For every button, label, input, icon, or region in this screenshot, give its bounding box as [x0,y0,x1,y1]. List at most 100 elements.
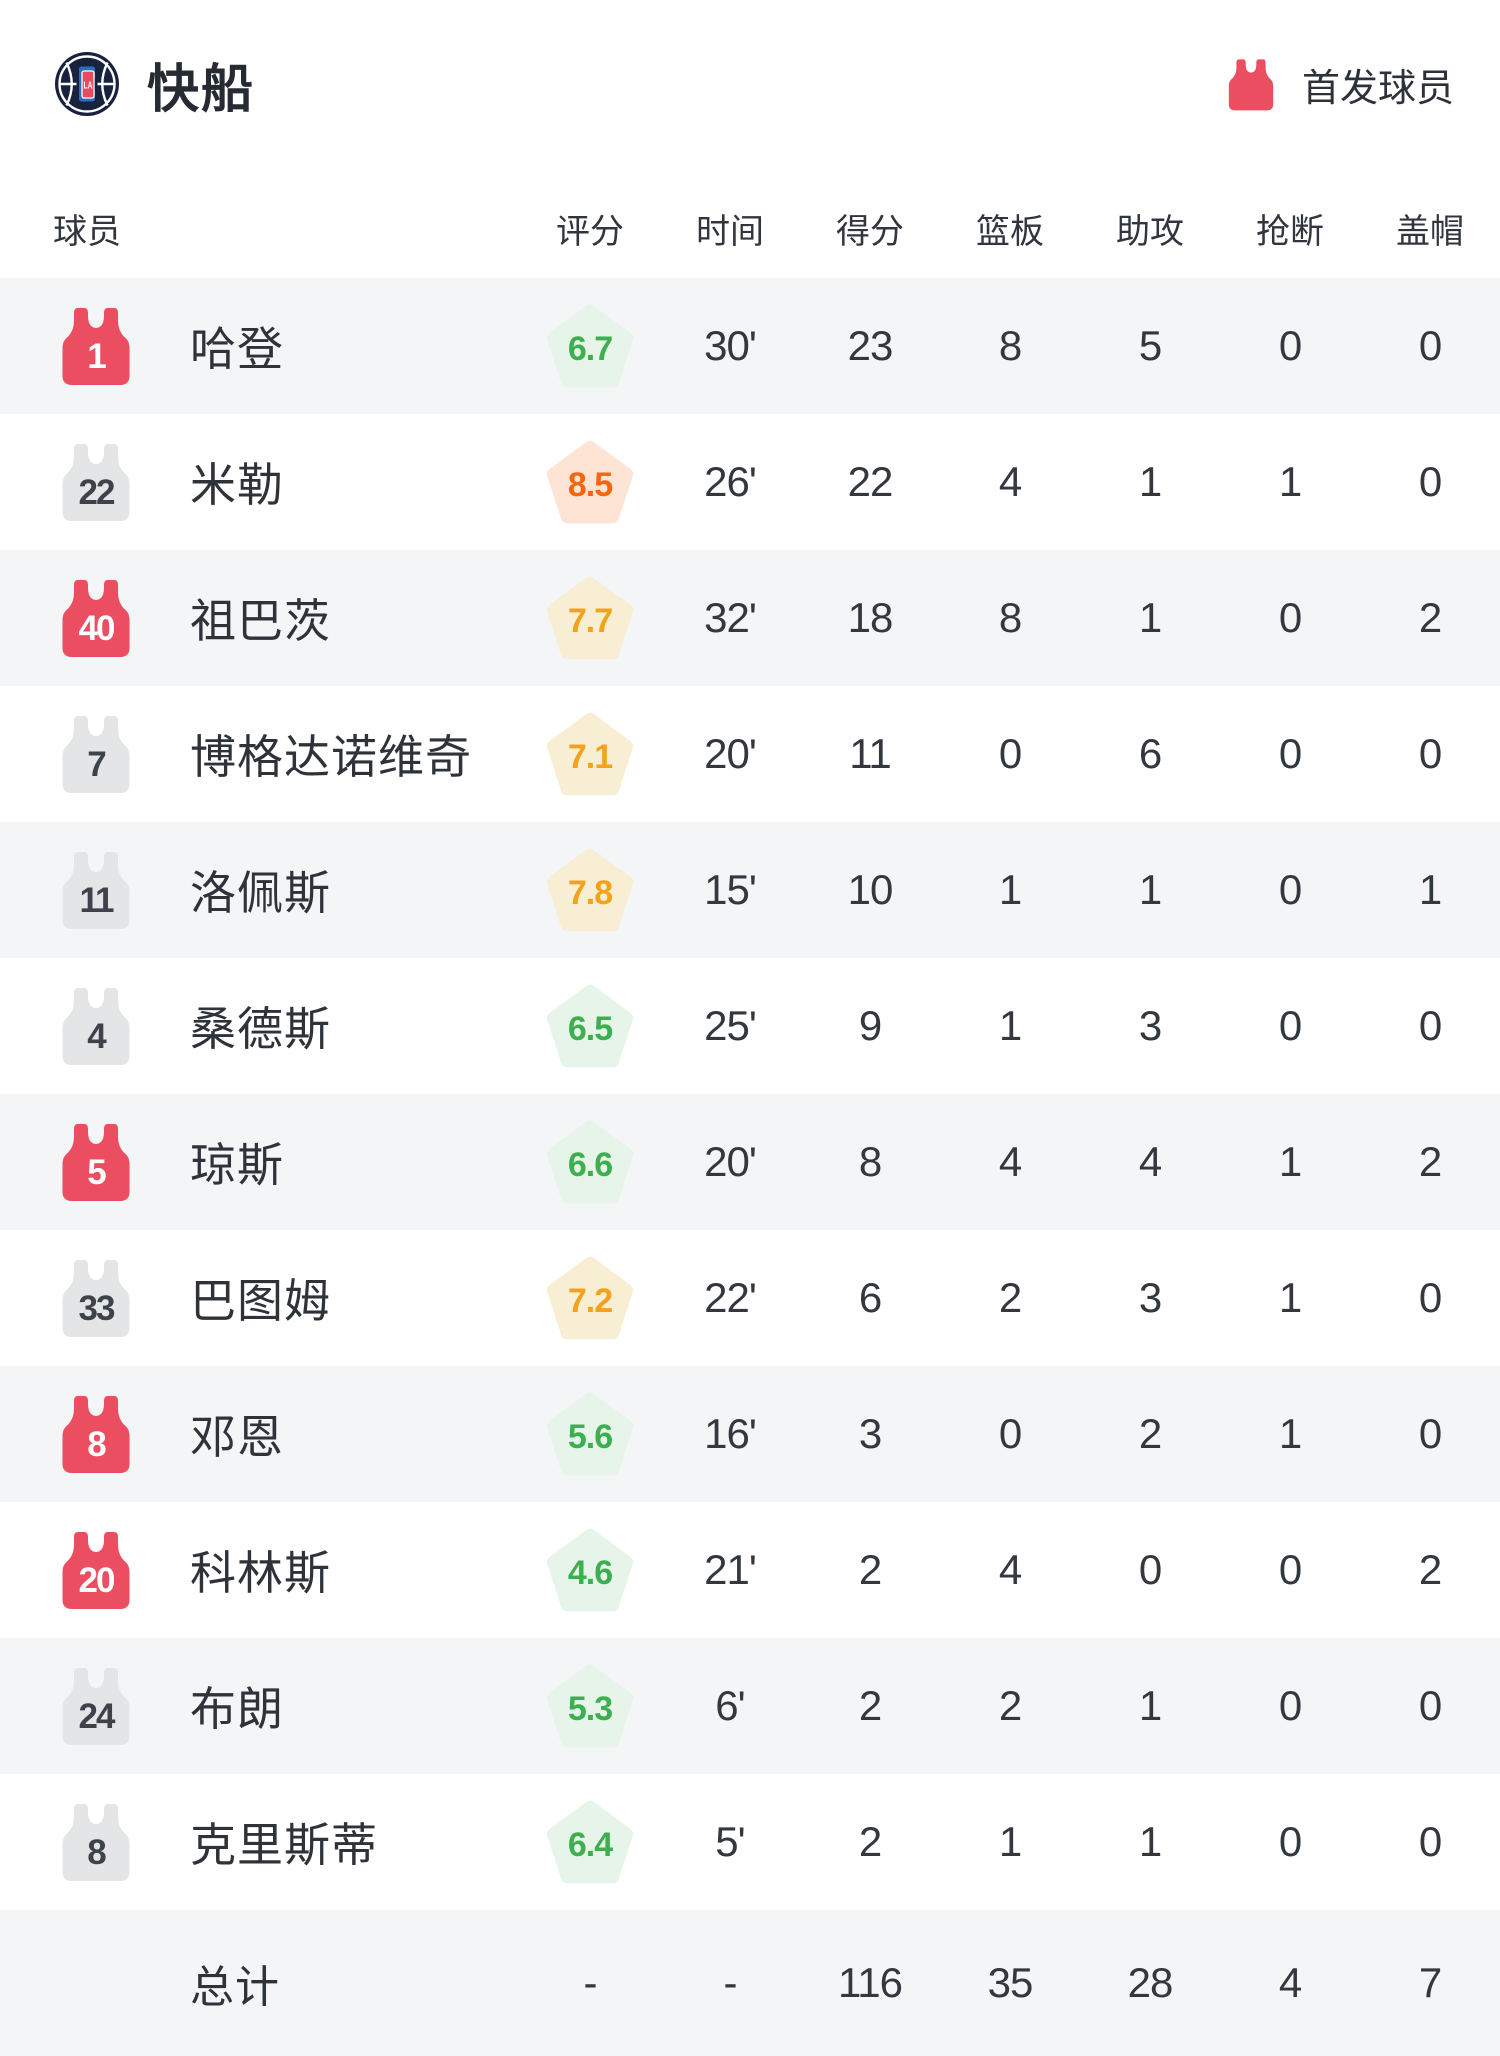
rating-value: 7.8 [567,874,613,912]
rating-cell: 7.8 [520,847,660,933]
stat-time: 22' [704,1274,757,1321]
jersey-number: 20 [78,1561,116,1600]
stat-assists: 5 [1138,322,1162,369]
jersey-icon: 33 [60,1258,132,1338]
total-label: 总计 [190,1963,280,2012]
stat-steals: 1 [1278,458,1302,505]
player-row[interactable]: 40 祖巴茨 7.7 32' 18 8 1 0 2 [0,550,1500,686]
total-points: 116 [838,1959,903,2006]
player-row[interactable]: 5 琼斯 6.6 20' 8 4 4 1 2 [0,1094,1500,1230]
jersey-number: 24 [78,1697,116,1736]
player-cell: 5 琼斯 [60,1122,520,1202]
stat-time: 16' [704,1410,757,1457]
stat-points: 6 [858,1274,882,1321]
player-name: 克里斯蒂 [190,1819,378,1871]
total-steals: 4 [1278,1959,1302,2006]
jersey-icon: 7 [60,714,132,794]
stat-assists: 1 [1138,594,1162,641]
player-row[interactable]: 8 克里斯蒂 6.4 5' 2 1 1 0 0 [0,1774,1500,1910]
team-name: 快船 [147,60,256,119]
player-row[interactable]: 7 博格达诺维奇 7.1 20' 11 0 6 0 0 [0,686,1500,822]
stat-steals: 0 [1278,1682,1302,1729]
rating-badge: 7.2 [546,1255,634,1341]
jersey-icon: 8 [60,1394,132,1474]
team-identity: LA 快船 [54,47,255,122]
total-rebounds: 35 [987,1959,1034,2006]
stat-assists: 1 [1138,1818,1162,1865]
stat-rebounds: 2 [998,1274,1022,1321]
rating-badge: 6.5 [546,983,634,1069]
stat-blocks: 0 [1418,322,1442,369]
player-row[interactable]: 20 科林斯 4.6 21' 2 4 0 0 2 [0,1502,1500,1638]
player-cell: 33 巴图姆 [60,1258,520,1338]
total-blocks: 7 [1418,1959,1442,2006]
rating-cell: 5.6 [520,1391,660,1477]
stat-points: 2 [858,1818,882,1865]
stat-time: 26' [704,458,757,505]
stat-rebounds: 1 [998,866,1022,913]
starter-jersey-icon [1227,58,1275,111]
stat-steals: 0 [1278,1546,1302,1593]
stat-rebounds: 0 [998,730,1022,777]
stat-blocks: 0 [1418,1274,1442,1321]
stat-assists: 1 [1138,458,1162,505]
stat-time: 6' [715,1682,745,1729]
jersey-icon: 1 [60,306,132,386]
player-table-body: 1 哈登 6.7 30' 23 8 5 0 0 22 米勒 8.5 [0,278,1500,1910]
player-name: 邓恩 [190,1411,284,1463]
player-cell: 8 克里斯蒂 [60,1802,520,1882]
col-header-player: 球员 [53,213,121,251]
stat-blocks: 2 [1418,1546,1442,1593]
col-header-points: 得分 [836,213,904,251]
table-column-header: 球员 评分 时间 得分 篮板 助攻 抢断 盖帽 [0,215,1500,249]
rating-value: 8.5 [567,466,613,504]
player-row[interactable]: 1 哈登 6.7 30' 23 8 5 0 0 [0,278,1500,414]
player-name: 巴图姆 [190,1275,331,1327]
rating-cell: 6.5 [520,983,660,1069]
player-row[interactable]: 4 桑德斯 6.5 25' 9 1 3 0 0 [0,958,1500,1094]
player-name: 琼斯 [190,1139,284,1191]
stat-assists: 3 [1138,1274,1162,1321]
rating-badge: 4.6 [546,1527,634,1613]
stat-points: 18 [847,594,894,641]
jersey-number: 11 [79,881,115,920]
rating-cell: 5.3 [520,1663,660,1749]
jersey-number: 8 [87,1833,106,1872]
player-row[interactable]: 33 巴图姆 7.2 22' 6 2 3 1 0 [0,1230,1500,1366]
jersey-number: 5 [87,1153,106,1192]
rating-value: 7.2 [567,1282,613,1320]
stat-rebounds: 8 [998,594,1022,641]
stat-steals: 0 [1278,1818,1302,1865]
stat-points: 2 [858,1682,882,1729]
player-row[interactable]: 24 布朗 5.3 6' 2 2 1 0 0 [0,1638,1500,1774]
rating-cell: 7.7 [520,575,660,661]
jersey-icon: 22 [60,442,132,522]
rating-value: 6.5 [567,1010,613,1048]
jersey-icon: 20 [60,1530,132,1610]
stat-steals: 0 [1278,322,1302,369]
stat-rebounds: 4 [998,1138,1022,1185]
svg-text:LA: LA [84,81,93,92]
player-name: 哈登 [190,323,284,375]
player-cell: 22 米勒 [60,442,520,522]
rating-badge: 8.5 [546,439,634,525]
jersey-icon: 8 [60,1802,132,1882]
jersey-icon: 40 [60,578,132,658]
player-row[interactable]: 11 洛佩斯 7.8 15' 10 1 1 0 1 [0,822,1500,958]
player-cell: 40 祖巴茨 [60,578,520,658]
stat-assists: 2 [1138,1410,1162,1457]
stat-points: 2 [858,1546,882,1593]
stat-blocks: 0 [1418,1818,1442,1865]
player-row[interactable]: 8 邓恩 5.6 16' 3 0 2 1 0 [0,1366,1500,1502]
player-row[interactable]: 22 米勒 8.5 26' 22 4 1 1 0 [0,414,1500,550]
stat-points: 9 [858,1002,882,1049]
stat-blocks: 1 [1418,866,1442,913]
stat-assists: 4 [1138,1138,1162,1185]
stat-blocks: 0 [1418,1002,1442,1049]
stat-blocks: 0 [1418,1682,1442,1729]
stat-assists: 0 [1138,1546,1162,1593]
stat-steals: 0 [1278,594,1302,641]
stat-blocks: 0 [1418,1410,1442,1457]
rating-cell: 4.6 [520,1527,660,1613]
rating-badge: 6.6 [546,1119,634,1205]
